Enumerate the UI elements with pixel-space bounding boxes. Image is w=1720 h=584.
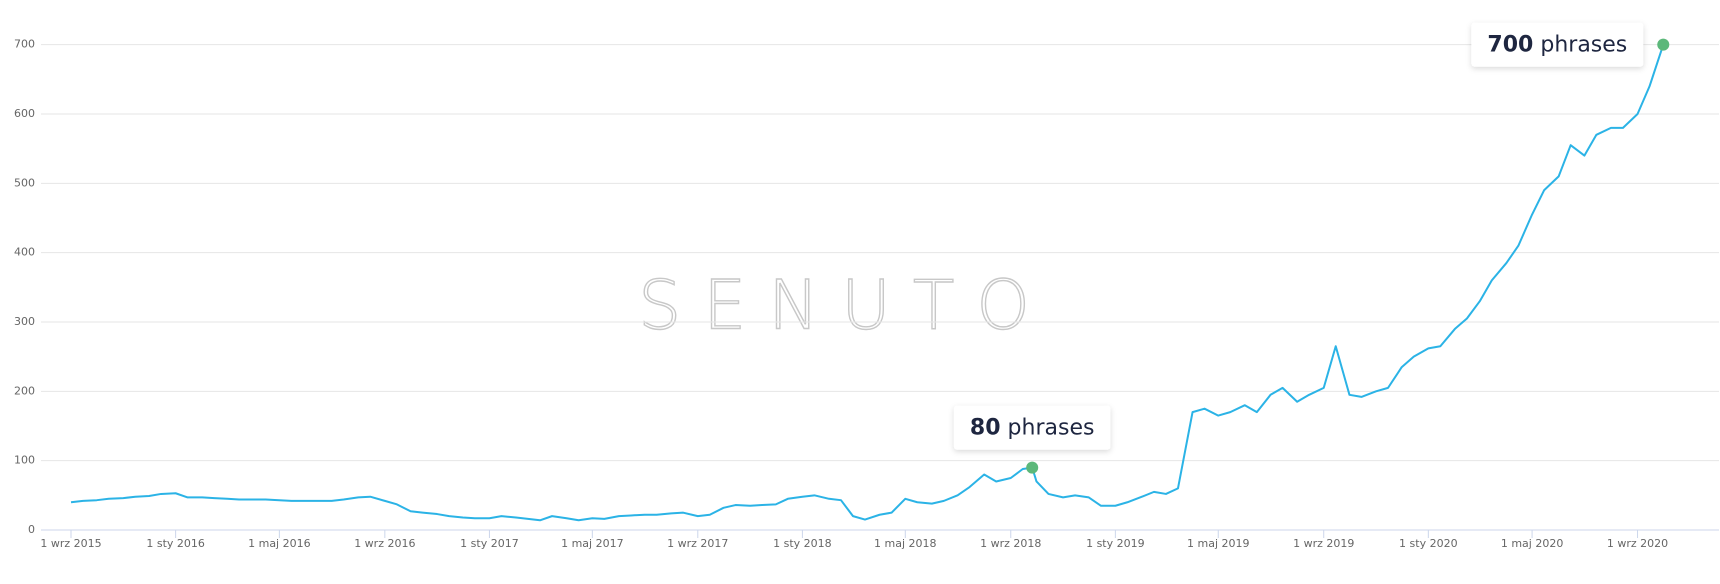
annotation-label: phrases — [1540, 33, 1627, 58]
y-tick-label: 100 — [14, 454, 35, 467]
watermark: SENUTO — [638, 267, 1052, 346]
x-tick-label: 1 wrz 2015 — [40, 537, 101, 550]
x-tick-label: 1 wrz 2019 — [1293, 537, 1354, 550]
y-tick-label: 400 — [14, 246, 35, 259]
x-tick-label: 1 wrz 2017 — [667, 537, 728, 550]
annotation-text: 700 phrases — [1487, 33, 1627, 58]
annotation-label: phrases — [1008, 416, 1095, 441]
x-tick-label: 1 sty 2020 — [1399, 537, 1458, 550]
x-tick-label: 1 sty 2016 — [146, 537, 205, 550]
y-tick-label: 0 — [28, 523, 35, 536]
y-tick-label: 300 — [14, 315, 35, 328]
series-line — [70, 44, 1665, 522]
highlight-point — [1657, 38, 1670, 51]
x-tick-label: 1 maj 2020 — [1501, 537, 1564, 550]
x-tick-label: 1 wrz 2016 — [354, 537, 415, 550]
y-tick-label: 600 — [14, 107, 35, 120]
x-tick-label: 1 wrz 2018 — [980, 537, 1041, 550]
x-tick-label: 1 maj 2016 — [248, 537, 311, 550]
x-tick-label: 1 maj 2017 — [561, 537, 624, 550]
y-tick-label: 500 — [14, 176, 35, 189]
annotation: 80 phrases — [953, 405, 1111, 450]
y-tick-label: 200 — [14, 384, 35, 397]
x-tick-label: 1 sty 2017 — [460, 537, 519, 550]
highlight-point — [1026, 461, 1039, 474]
annotation-box — [953, 405, 1111, 450]
y-tick-label: 700 — [14, 38, 35, 51]
x-tick-label: 1 sty 2019 — [1086, 537, 1145, 550]
x-tick-label: 1 maj 2018 — [874, 537, 937, 550]
annotation-box — [1471, 22, 1644, 67]
annotation-text: 80 phrases — [970, 416, 1095, 441]
x-tick-label: 1 wrz 2020 — [1607, 537, 1668, 550]
annotation: 700 phrases — [1471, 22, 1644, 67]
annotation-count: 80 — [970, 416, 1001, 441]
x-tick-label: 1 sty 2018 — [773, 537, 832, 550]
x-tick-label: 1 maj 2019 — [1187, 537, 1250, 550]
annotation-count: 700 — [1487, 33, 1533, 58]
